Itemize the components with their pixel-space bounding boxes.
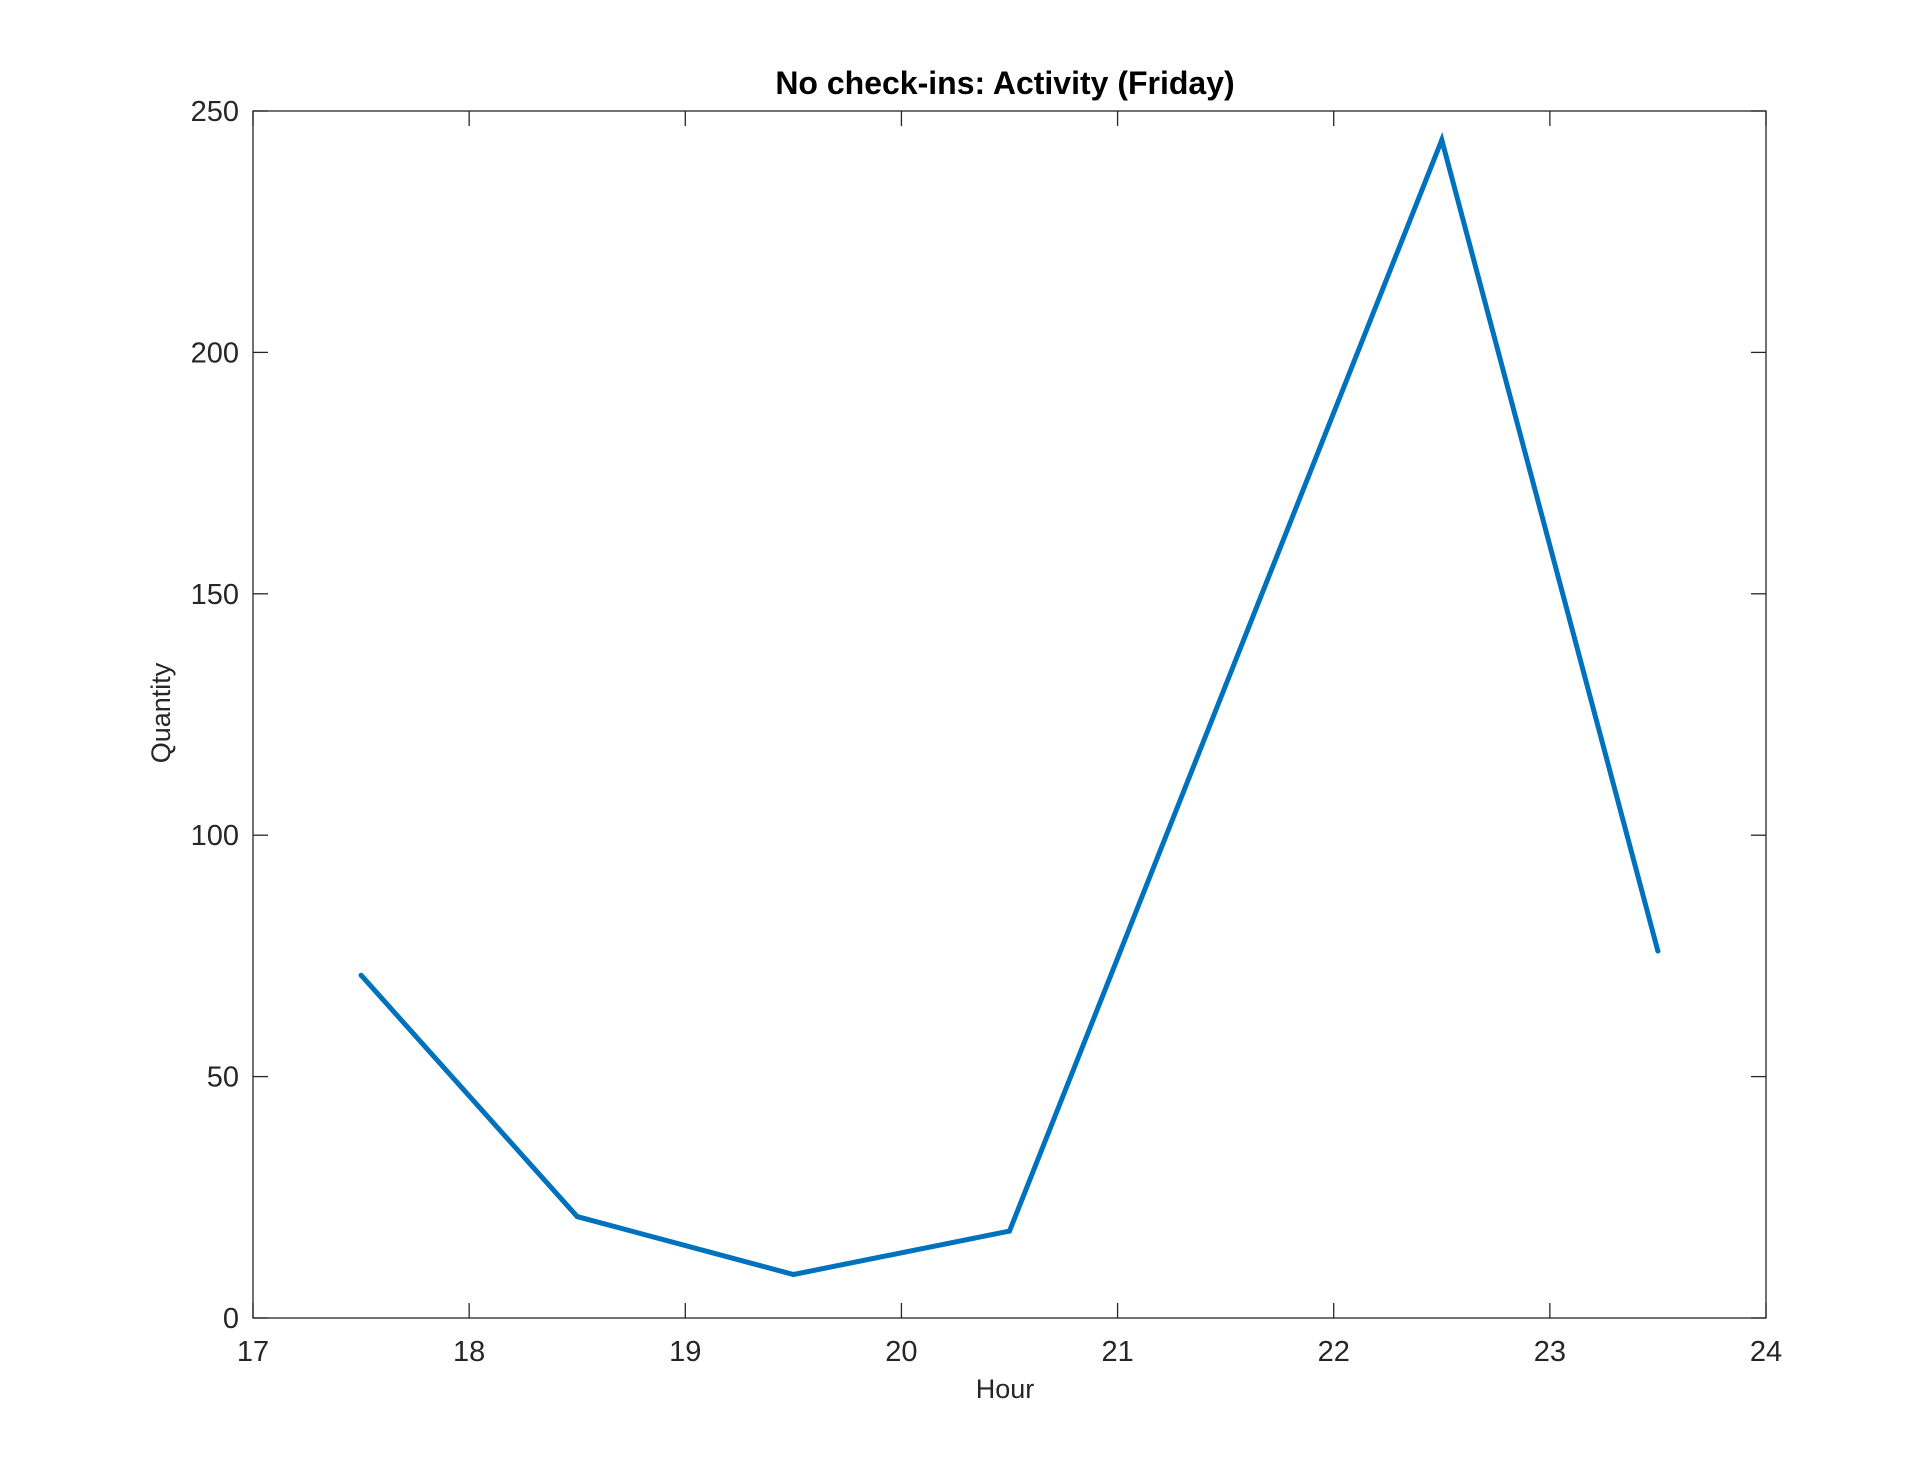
chart-title: No check-ins: Activity (Friday) [775,65,1234,101]
x-tick-label: 17 [237,1336,269,1368]
y-tick-label: 250 [191,96,239,128]
y-tick-label: 50 [207,1062,239,1094]
x-tick-label: 21 [1101,1336,1133,1368]
y-tick-label: 150 [191,579,239,611]
x-tick-label: 18 [453,1336,485,1368]
data-point [1007,1228,1012,1234]
x-tick-label: 23 [1534,1336,1566,1368]
axes-box [252,110,1767,1319]
y-axis-label: Quantity [146,662,176,763]
x-axis-label: Hour [976,1374,1035,1404]
data-point [1223,683,1229,689]
data-point [1655,948,1661,954]
data-point [358,972,364,978]
plot-area: 17 18 19 20 21 22 23 24 0 50 100 150 200 250 [191,96,1783,1368]
y-tick-label: 200 [191,337,239,369]
data-point [1439,137,1445,143]
data-point [574,1214,580,1220]
x-tick-label: 19 [669,1336,701,1368]
x-tick-label: 20 [885,1336,917,1368]
y-tick-label: 0 [223,1303,239,1335]
x-tick-label: 24 [1750,1336,1782,1368]
y-tick-label: 100 [191,820,239,852]
x-tick-label: 22 [1318,1336,1350,1368]
data-point [790,1272,796,1278]
